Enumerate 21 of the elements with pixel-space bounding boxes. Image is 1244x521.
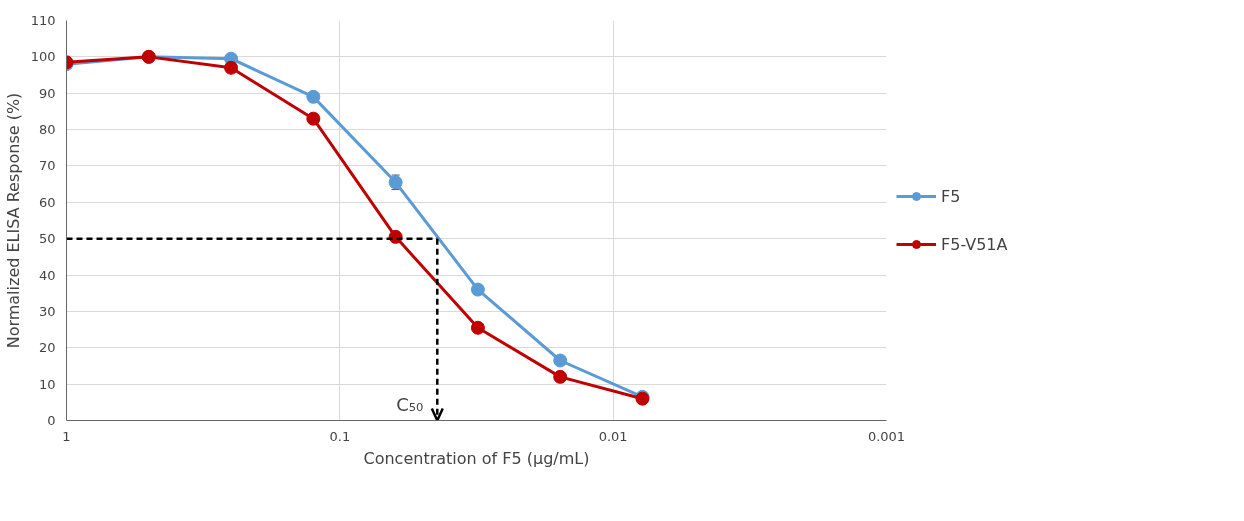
y-tick-label: 80 [38, 122, 56, 138]
y-tick-label: 20 [38, 340, 56, 356]
y-tick-label: 40 [38, 267, 56, 283]
x-tick-label: 0.01 [598, 428, 628, 444]
legend-label: F5-V51A [941, 234, 1008, 254]
y-tick-label: 70 [38, 158, 56, 174]
x-tick-label: 0.001 [867, 428, 906, 444]
x-tick-label: 0.1 [329, 428, 351, 444]
ref-line-label: C₅₀ [396, 393, 424, 415]
x-axis-title: Concentration of F5 (µg/mL) [363, 448, 590, 468]
y-tick-label: 10 [38, 376, 56, 392]
y-tick-label: 0 [47, 413, 56, 428]
y-tick-label: 90 [38, 85, 56, 101]
y-tick-label: 50 [38, 231, 56, 247]
y-tick-label: 110 [30, 13, 56, 28]
y-tick-label: 30 [38, 303, 56, 319]
y-tick-label: 100 [30, 49, 56, 65]
x-tick-label: 1 [62, 428, 71, 444]
legend-label: F5 [941, 186, 961, 206]
y-tick-label: 60 [38, 194, 56, 210]
y-axis-title: Normalized ELISA Response (%) [3, 92, 23, 349]
